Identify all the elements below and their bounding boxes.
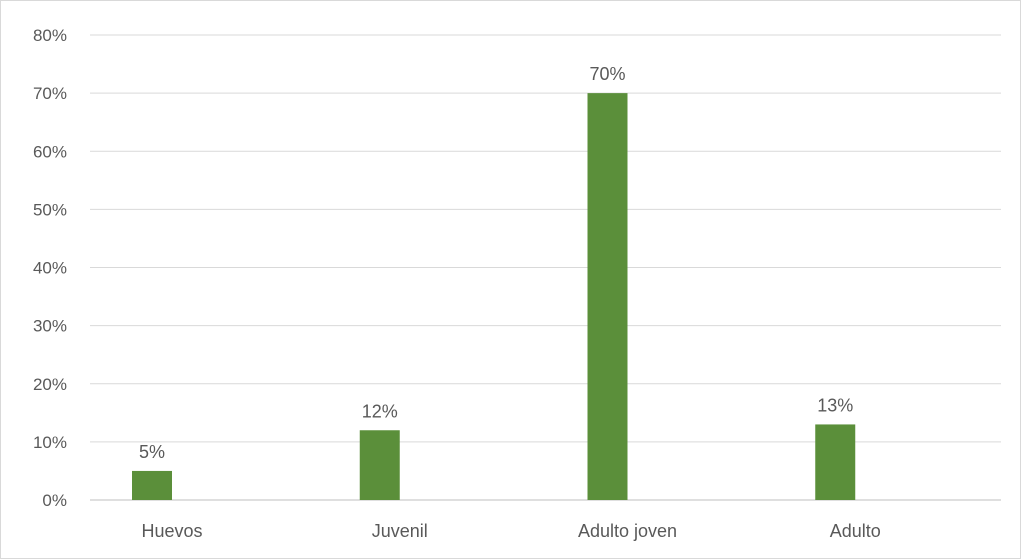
bar-adulto-joven bbox=[587, 93, 628, 500]
x-axis-categories: Huevos Juvenil Adulto joven Adulto bbox=[141, 521, 880, 541]
x-category-label: Adulto bbox=[830, 521, 881, 541]
data-labels: 5% 12% 70% 13% bbox=[139, 64, 853, 462]
bars bbox=[132, 93, 856, 500]
data-label: 70% bbox=[589, 64, 625, 84]
gridlines bbox=[90, 34, 1001, 501]
y-tick-label: 20% bbox=[33, 375, 67, 394]
data-label: 5% bbox=[139, 442, 165, 462]
x-category-label: Huevos bbox=[141, 521, 202, 541]
y-tick-label: 30% bbox=[33, 317, 67, 336]
x-category-label: Juvenil bbox=[372, 521, 428, 541]
y-tick-label: 0% bbox=[42, 491, 67, 510]
y-tick-label: 50% bbox=[33, 200, 67, 219]
y-tick-label: 10% bbox=[33, 433, 67, 452]
y-tick-label: 70% bbox=[33, 84, 67, 103]
y-tick-label: 40% bbox=[33, 259, 67, 278]
bar-adulto bbox=[815, 424, 856, 500]
data-label: 13% bbox=[817, 395, 853, 415]
bar-huevos bbox=[132, 470, 172, 500]
x-category-label: Adulto joven bbox=[578, 521, 677, 541]
data-label: 12% bbox=[362, 401, 398, 421]
bar-juvenil bbox=[359, 430, 400, 500]
y-axis-ticks: 0% 10% 20% 30% 40% 50% 60% 70% 80% bbox=[33, 26, 67, 510]
y-tick-label: 60% bbox=[33, 142, 67, 161]
y-tick-label: 80% bbox=[33, 26, 67, 45]
